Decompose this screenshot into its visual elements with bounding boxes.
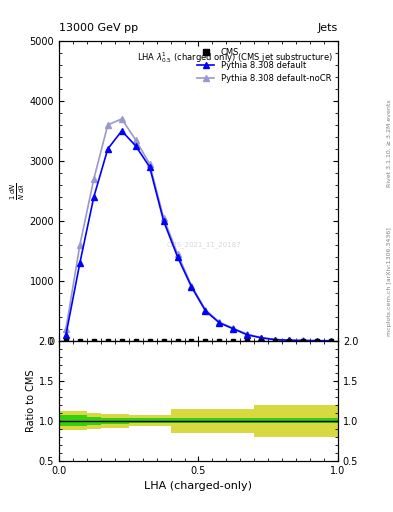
Pythia 8.308 default (175, 254, 180, 260)
Y-axis label: Ratio to CMS: Ratio to CMS (26, 370, 36, 432)
Pythia 8.308 default-noCR (329, 337, 333, 344)
Pythia 8.308 default-noCR (161, 215, 166, 221)
CMS (315, 337, 320, 344)
Pythia 8.308 default (273, 336, 277, 343)
Pythia 8.308 default (119, 128, 124, 134)
CMS (64, 337, 68, 344)
Pythia 8.308 default-noCR (105, 122, 110, 128)
CMS (259, 337, 264, 344)
Text: mcplots.cern.ch [arXiv:1306.3436]: mcplots.cern.ch [arXiv:1306.3436] (387, 227, 392, 336)
Pythia 8.308 default-noCR (147, 161, 152, 167)
CMS (92, 337, 96, 344)
Legend: CMS, Pythia 8.308 default, Pythia 8.308 default-noCR: CMS, Pythia 8.308 default, Pythia 8.308 … (195, 45, 334, 86)
CMS (301, 337, 305, 344)
CMS (105, 337, 110, 344)
Pythia 8.308 default (259, 335, 264, 341)
Pythia 8.308 default-noCR (175, 251, 180, 257)
Text: CMS_2021_11_20187: CMS_2021_11_20187 (167, 242, 241, 248)
Line: Pythia 8.308 default-noCR: Pythia 8.308 default-noCR (63, 116, 334, 344)
CMS (287, 337, 292, 344)
Pythia 8.308 default (189, 284, 194, 290)
Pythia 8.308 default (161, 218, 166, 224)
CMS (133, 337, 138, 344)
CMS (231, 337, 236, 344)
Pythia 8.308 default-noCR (301, 337, 305, 344)
Pythia 8.308 default-noCR (189, 283, 194, 289)
Pythia 8.308 default-noCR (217, 319, 222, 325)
CMS (245, 337, 250, 344)
CMS (273, 337, 277, 344)
Pythia 8.308 default (329, 338, 333, 344)
Pythia 8.308 default-noCR (259, 334, 264, 340)
CMS (203, 337, 208, 344)
CMS (329, 337, 333, 344)
Pythia 8.308 default (287, 337, 292, 344)
Pythia 8.308 default-noCR (77, 242, 82, 248)
CMS (147, 337, 152, 344)
Pythia 8.308 default-noCR (92, 176, 96, 182)
Pythia 8.308 default-noCR (64, 326, 68, 332)
Pythia 8.308 default (301, 337, 305, 344)
Pythia 8.308 default (315, 337, 320, 344)
Pythia 8.308 default (133, 143, 138, 149)
CMS (77, 337, 82, 344)
Pythia 8.308 default (147, 164, 152, 170)
Pythia 8.308 default-noCR (203, 307, 208, 313)
Text: Jets: Jets (318, 23, 338, 33)
Line: Pythia 8.308 default: Pythia 8.308 default (63, 128, 334, 344)
Pythia 8.308 default (77, 260, 82, 266)
Pythia 8.308 default (231, 326, 236, 332)
Pythia 8.308 default (64, 332, 68, 338)
Pythia 8.308 default-noCR (231, 325, 236, 331)
Text: 13000 GeV pp: 13000 GeV pp (59, 23, 138, 33)
Y-axis label: $\frac{1}{N}\frac{dN}{d\lambda}$: $\frac{1}{N}\frac{dN}{d\lambda}$ (8, 182, 27, 200)
Line: CMS: CMS (64, 338, 333, 343)
Pythia 8.308 default-noCR (315, 337, 320, 344)
X-axis label: LHA (charged-only): LHA (charged-only) (145, 481, 252, 491)
Pythia 8.308 default-noCR (273, 336, 277, 343)
CMS (119, 337, 124, 344)
Pythia 8.308 default (245, 332, 250, 338)
Text: Rivet 3.1.10, ≥ 3.2M events: Rivet 3.1.10, ≥ 3.2M events (387, 99, 392, 187)
CMS (161, 337, 166, 344)
Pythia 8.308 default-noCR (287, 337, 292, 343)
Pythia 8.308 default-noCR (245, 331, 250, 337)
Pythia 8.308 default (217, 320, 222, 326)
Text: LHA $\lambda^{1}_{0.5}$ (charged only) (CMS jet substructure): LHA $\lambda^{1}_{0.5}$ (charged only) (… (136, 50, 332, 65)
Pythia 8.308 default (203, 308, 208, 314)
Pythia 8.308 default-noCR (133, 137, 138, 143)
Pythia 8.308 default (105, 146, 110, 152)
CMS (189, 337, 194, 344)
CMS (217, 337, 222, 344)
CMS (175, 337, 180, 344)
Pythia 8.308 default (92, 194, 96, 200)
Pythia 8.308 default-noCR (119, 116, 124, 122)
